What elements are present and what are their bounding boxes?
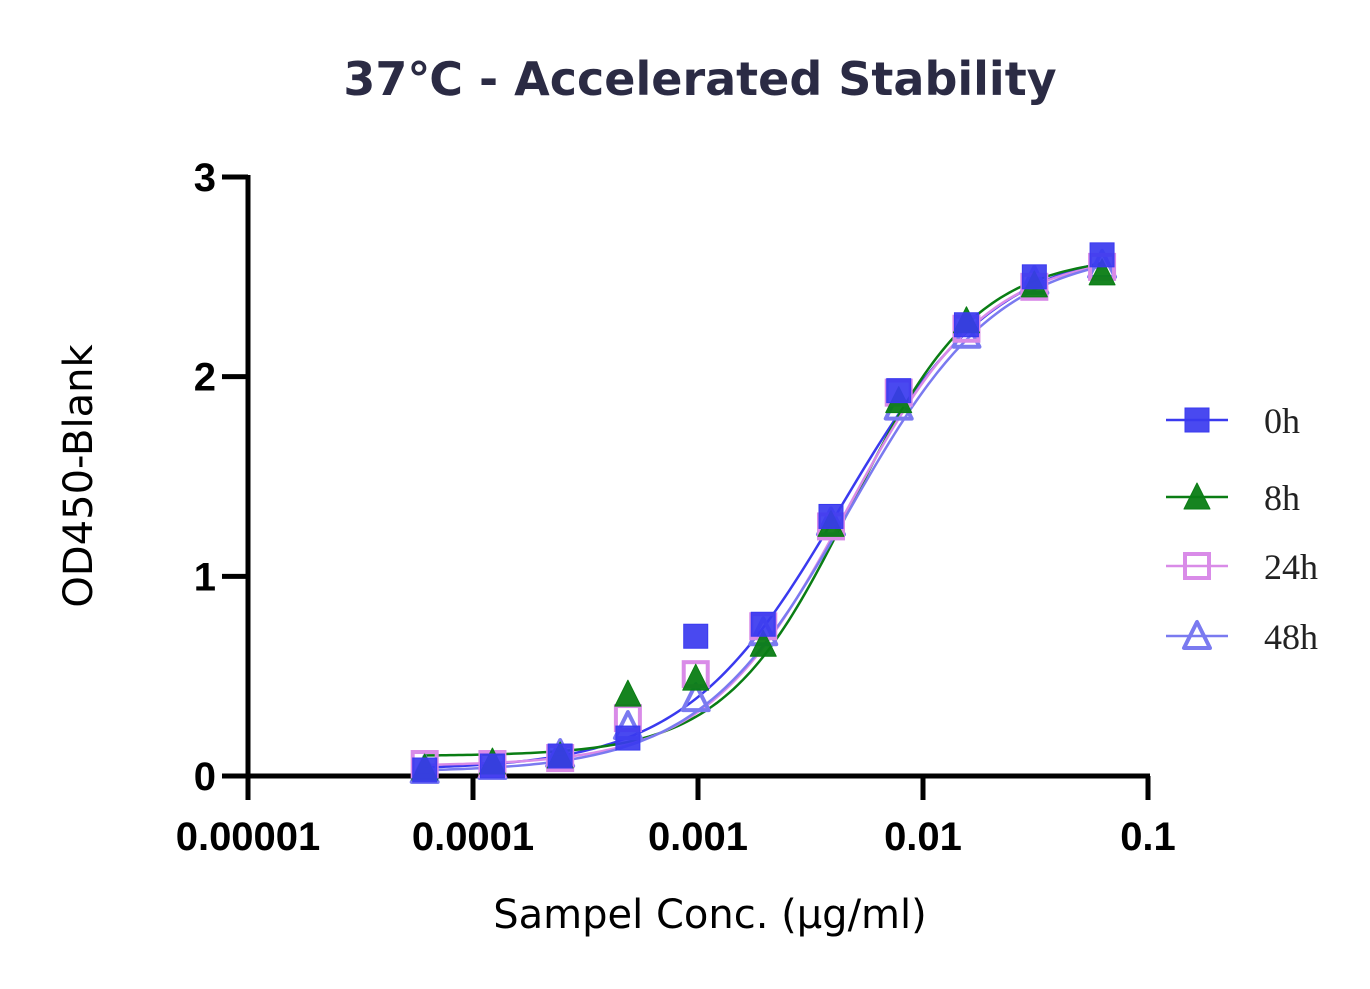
legend-marker xyxy=(1183,482,1211,510)
data-point-0h xyxy=(412,757,438,783)
data-point-0h xyxy=(953,312,979,338)
legend-item-48h: 48h xyxy=(1166,617,1318,657)
data-point-0h xyxy=(818,503,844,529)
legend: 0h 8h 24h 48h xyxy=(1166,401,1318,657)
x-tick-label: 0.01 xyxy=(884,815,962,859)
data-point-0h xyxy=(1089,242,1115,268)
data-point-8h xyxy=(682,663,710,691)
fitted-curves xyxy=(424,261,1103,772)
chart-title: 37℃ - Accelerated Stability xyxy=(343,52,1056,106)
legend-marker xyxy=(1184,407,1210,433)
data-point-0h xyxy=(615,725,641,751)
legend-label: 48h xyxy=(1264,617,1318,657)
data-points xyxy=(409,242,1118,785)
y-tick-label: 0 xyxy=(194,755,216,799)
fit-curve-0h xyxy=(424,261,1103,769)
data-point-8h xyxy=(614,679,642,707)
data-point-0h xyxy=(547,743,573,769)
legend-item-8h: 8h xyxy=(1166,478,1300,518)
y-tick-label: 1 xyxy=(194,555,216,599)
legend-marker xyxy=(1183,552,1211,580)
data-point-0h xyxy=(750,611,776,637)
y-tick-label: 2 xyxy=(194,356,216,400)
fit-curve-8h xyxy=(424,262,1103,757)
x-tick-label: 0.1 xyxy=(1120,815,1176,859)
fit-curve-48h xyxy=(424,265,1103,772)
data-point-0h xyxy=(683,623,709,649)
legend-item-24h: 24h xyxy=(1166,547,1318,587)
x-axis-label: Sampel Conc. (μg/ml) xyxy=(493,892,926,938)
data-point-48h xyxy=(680,682,711,713)
data-point-0h xyxy=(886,378,912,404)
legend-label: 0h xyxy=(1264,401,1300,441)
legend-marker xyxy=(1182,620,1212,650)
x-tick-label: 0.0001 xyxy=(412,815,534,859)
x-tick-label: 0.001 xyxy=(648,815,748,859)
axes: 0 1 2 3 0.00001 0.0001 0.001 0.01 0.1 xyxy=(176,156,1176,859)
fit-curve-24h xyxy=(424,264,1103,767)
data-point-0h xyxy=(479,753,505,779)
legend-item-0h: 0h xyxy=(1166,401,1300,441)
data-point-8h xyxy=(749,629,777,657)
data-point-8h xyxy=(1088,258,1116,286)
y-tick-label: 3 xyxy=(194,156,216,200)
x-tick-label: 0.00001 xyxy=(176,815,321,859)
y-axis-label: OD450-Blank xyxy=(56,344,102,608)
data-point-0h xyxy=(1021,264,1047,290)
legend-label: 8h xyxy=(1264,478,1300,518)
legend-label: 24h xyxy=(1264,547,1318,587)
